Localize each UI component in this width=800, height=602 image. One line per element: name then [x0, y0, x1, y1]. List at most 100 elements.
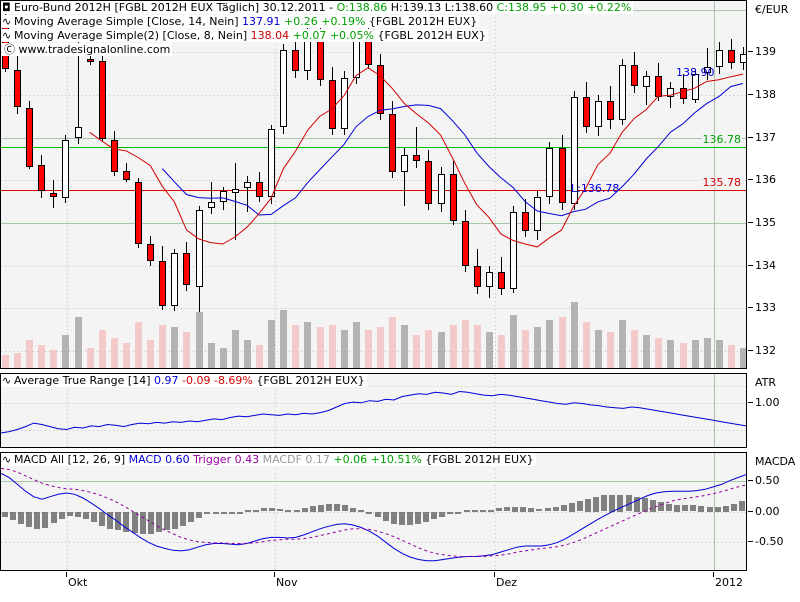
candle-body[interactable] — [546, 148, 553, 197]
macdf-label: MACDF — [262, 453, 302, 466]
candle-body[interactable] — [171, 253, 178, 306]
ma2-name: Moving Average Simple(2) — [14, 29, 160, 42]
axis-tick-label: 0.00 — [755, 505, 780, 518]
candle-body[interactable] — [716, 50, 723, 67]
candle-body[interactable] — [425, 161, 432, 204]
macd-legend[interactable]: ∿ MACD All [12, 26, 9] MACD 0.60 Trigger … — [1, 453, 536, 466]
candle-body[interactable] — [728, 50, 735, 63]
candle-body[interactable] — [147, 244, 154, 261]
ma2-change-pct: +0.05% — [329, 29, 374, 42]
candle-body[interactable] — [111, 140, 118, 172]
vertical-gridline — [714, 374, 715, 447]
macd-histogram-bar — [253, 510, 259, 512]
macd-params: [12, 26, 9] — [67, 453, 126, 466]
time-axis: Okt Nov Dez 2012 — [0, 572, 800, 602]
horizontal-gridline — [1, 266, 746, 267]
horizontal-gridline — [1, 223, 746, 224]
horizontal-gridline — [1, 481, 746, 482]
candle-body[interactable] — [196, 210, 203, 287]
macd-panel[interactable] — [0, 452, 747, 571]
volume-bar — [619, 320, 626, 368]
atr-panel[interactable] — [0, 373, 747, 448]
price-plot-area[interactable]: 138,90 L:136.78 136.78 135.78 — [1, 1, 746, 368]
candle-body[interactable] — [680, 88, 687, 99]
price-chart-panel[interactable]: 138,90 L:136.78 136.78 135.78 — [0, 0, 747, 369]
candle-body[interactable] — [50, 193, 57, 197]
candle-body[interactable] — [159, 261, 166, 306]
candle-body[interactable] — [87, 59, 94, 62]
candle-body[interactable] — [292, 50, 299, 71]
candle-body[interactable] — [99, 61, 106, 139]
candle-body[interactable] — [534, 197, 541, 231]
candle-body[interactable] — [619, 65, 626, 120]
atr-change-pct: -8.69% — [213, 374, 253, 387]
candle-body[interactable] — [26, 108, 33, 167]
candle-body[interactable] — [14, 70, 21, 107]
candle-body[interactable] — [740, 54, 746, 63]
candle-body[interactable] — [498, 272, 505, 289]
candle-body[interactable] — [486, 272, 493, 287]
vertical-gridline — [495, 1, 496, 368]
candle-body[interactable] — [341, 78, 348, 129]
candle-body[interactable] — [522, 212, 529, 231]
ma2-change: +0.07 — [292, 29, 327, 42]
candle-body[interactable] — [183, 253, 190, 285]
candle-body[interactable] — [510, 212, 517, 289]
macd-histogram-bar — [650, 500, 656, 512]
wave-icon: ∿ — [2, 453, 12, 466]
candle-body[interactable] — [607, 101, 614, 120]
macd-plot-area[interactable] — [1, 453, 746, 570]
macd-histogram-bar — [164, 512, 170, 530]
candle-body[interactable] — [38, 165, 45, 191]
volume-bar — [50, 350, 57, 368]
candle-body[interactable] — [220, 191, 227, 202]
candle-body[interactable] — [244, 182, 251, 188]
candle-body[interactable] — [643, 76, 650, 87]
candle-body[interactable] — [667, 88, 674, 97]
volume-bar — [631, 330, 638, 368]
axis-tick-label: 0.50 — [755, 474, 780, 487]
candle-body[interactable] — [655, 76, 662, 97]
candle-body[interactable] — [595, 101, 602, 127]
candle-body[interactable] — [62, 140, 69, 198]
macd-histogram-bar — [10, 512, 16, 520]
horizontal-gridline — [1, 180, 746, 181]
change-absolute: +0.30 — [549, 1, 584, 14]
volume-bar — [196, 312, 203, 368]
candle-body[interactable] — [280, 50, 287, 127]
macd-histogram-bar — [2, 512, 8, 517]
atr-value: 0.97 — [154, 374, 179, 387]
candle-body[interactable] — [75, 127, 82, 138]
candle-body[interactable] — [256, 182, 263, 197]
axis-title: ATR — [755, 376, 777, 389]
candle-body[interactable] — [438, 174, 445, 204]
candle-body[interactable] — [559, 148, 566, 203]
candle-body[interactable] — [389, 114, 396, 172]
candle-body[interactable] — [377, 65, 384, 114]
macd-histogram-bar — [731, 504, 737, 511]
horizontal-gridline — [1, 308, 746, 309]
candle-body[interactable] — [413, 155, 420, 161]
candle-body[interactable] — [208, 202, 215, 208]
ma1-legend[interactable]: ∿ Moving Average Simple [Close, 14, Nein]… — [1, 15, 480, 28]
instrument-legend[interactable]: ◘ Euro-Bund 2012H [FGBL 2012H EUX Täglich… — [1, 1, 634, 14]
atr-legend[interactable]: ∿ Average True Range [14] 0.97 -0.09 -8.6… — [1, 374, 367, 387]
candle-body[interactable] — [268, 129, 275, 197]
candle-body[interactable] — [401, 155, 408, 172]
candle-body[interactable] — [631, 65, 638, 86]
candle-body[interactable] — [123, 171, 130, 180]
macd-trigger-label: Trigger — [193, 453, 232, 466]
candle-body[interactable] — [232, 189, 239, 193]
low-marker-label: L:136.78 — [571, 182, 620, 195]
ma2-legend[interactable]: ∿ Moving Average Simple(2) [Close, 8, Nei… — [1, 29, 488, 42]
candle-body[interactable] — [329, 80, 336, 129]
candle-body[interactable] — [450, 174, 457, 221]
volume-bar — [87, 348, 94, 368]
candle-body[interactable] — [583, 97, 590, 127]
volume-bar — [75, 317, 82, 368]
candle-body[interactable] — [135, 182, 142, 244]
candle-body[interactable] — [462, 221, 469, 266]
open-value: O:138.86 — [336, 1, 388, 14]
candle-body[interactable] — [474, 266, 481, 287]
volume-bar — [353, 322, 360, 368]
